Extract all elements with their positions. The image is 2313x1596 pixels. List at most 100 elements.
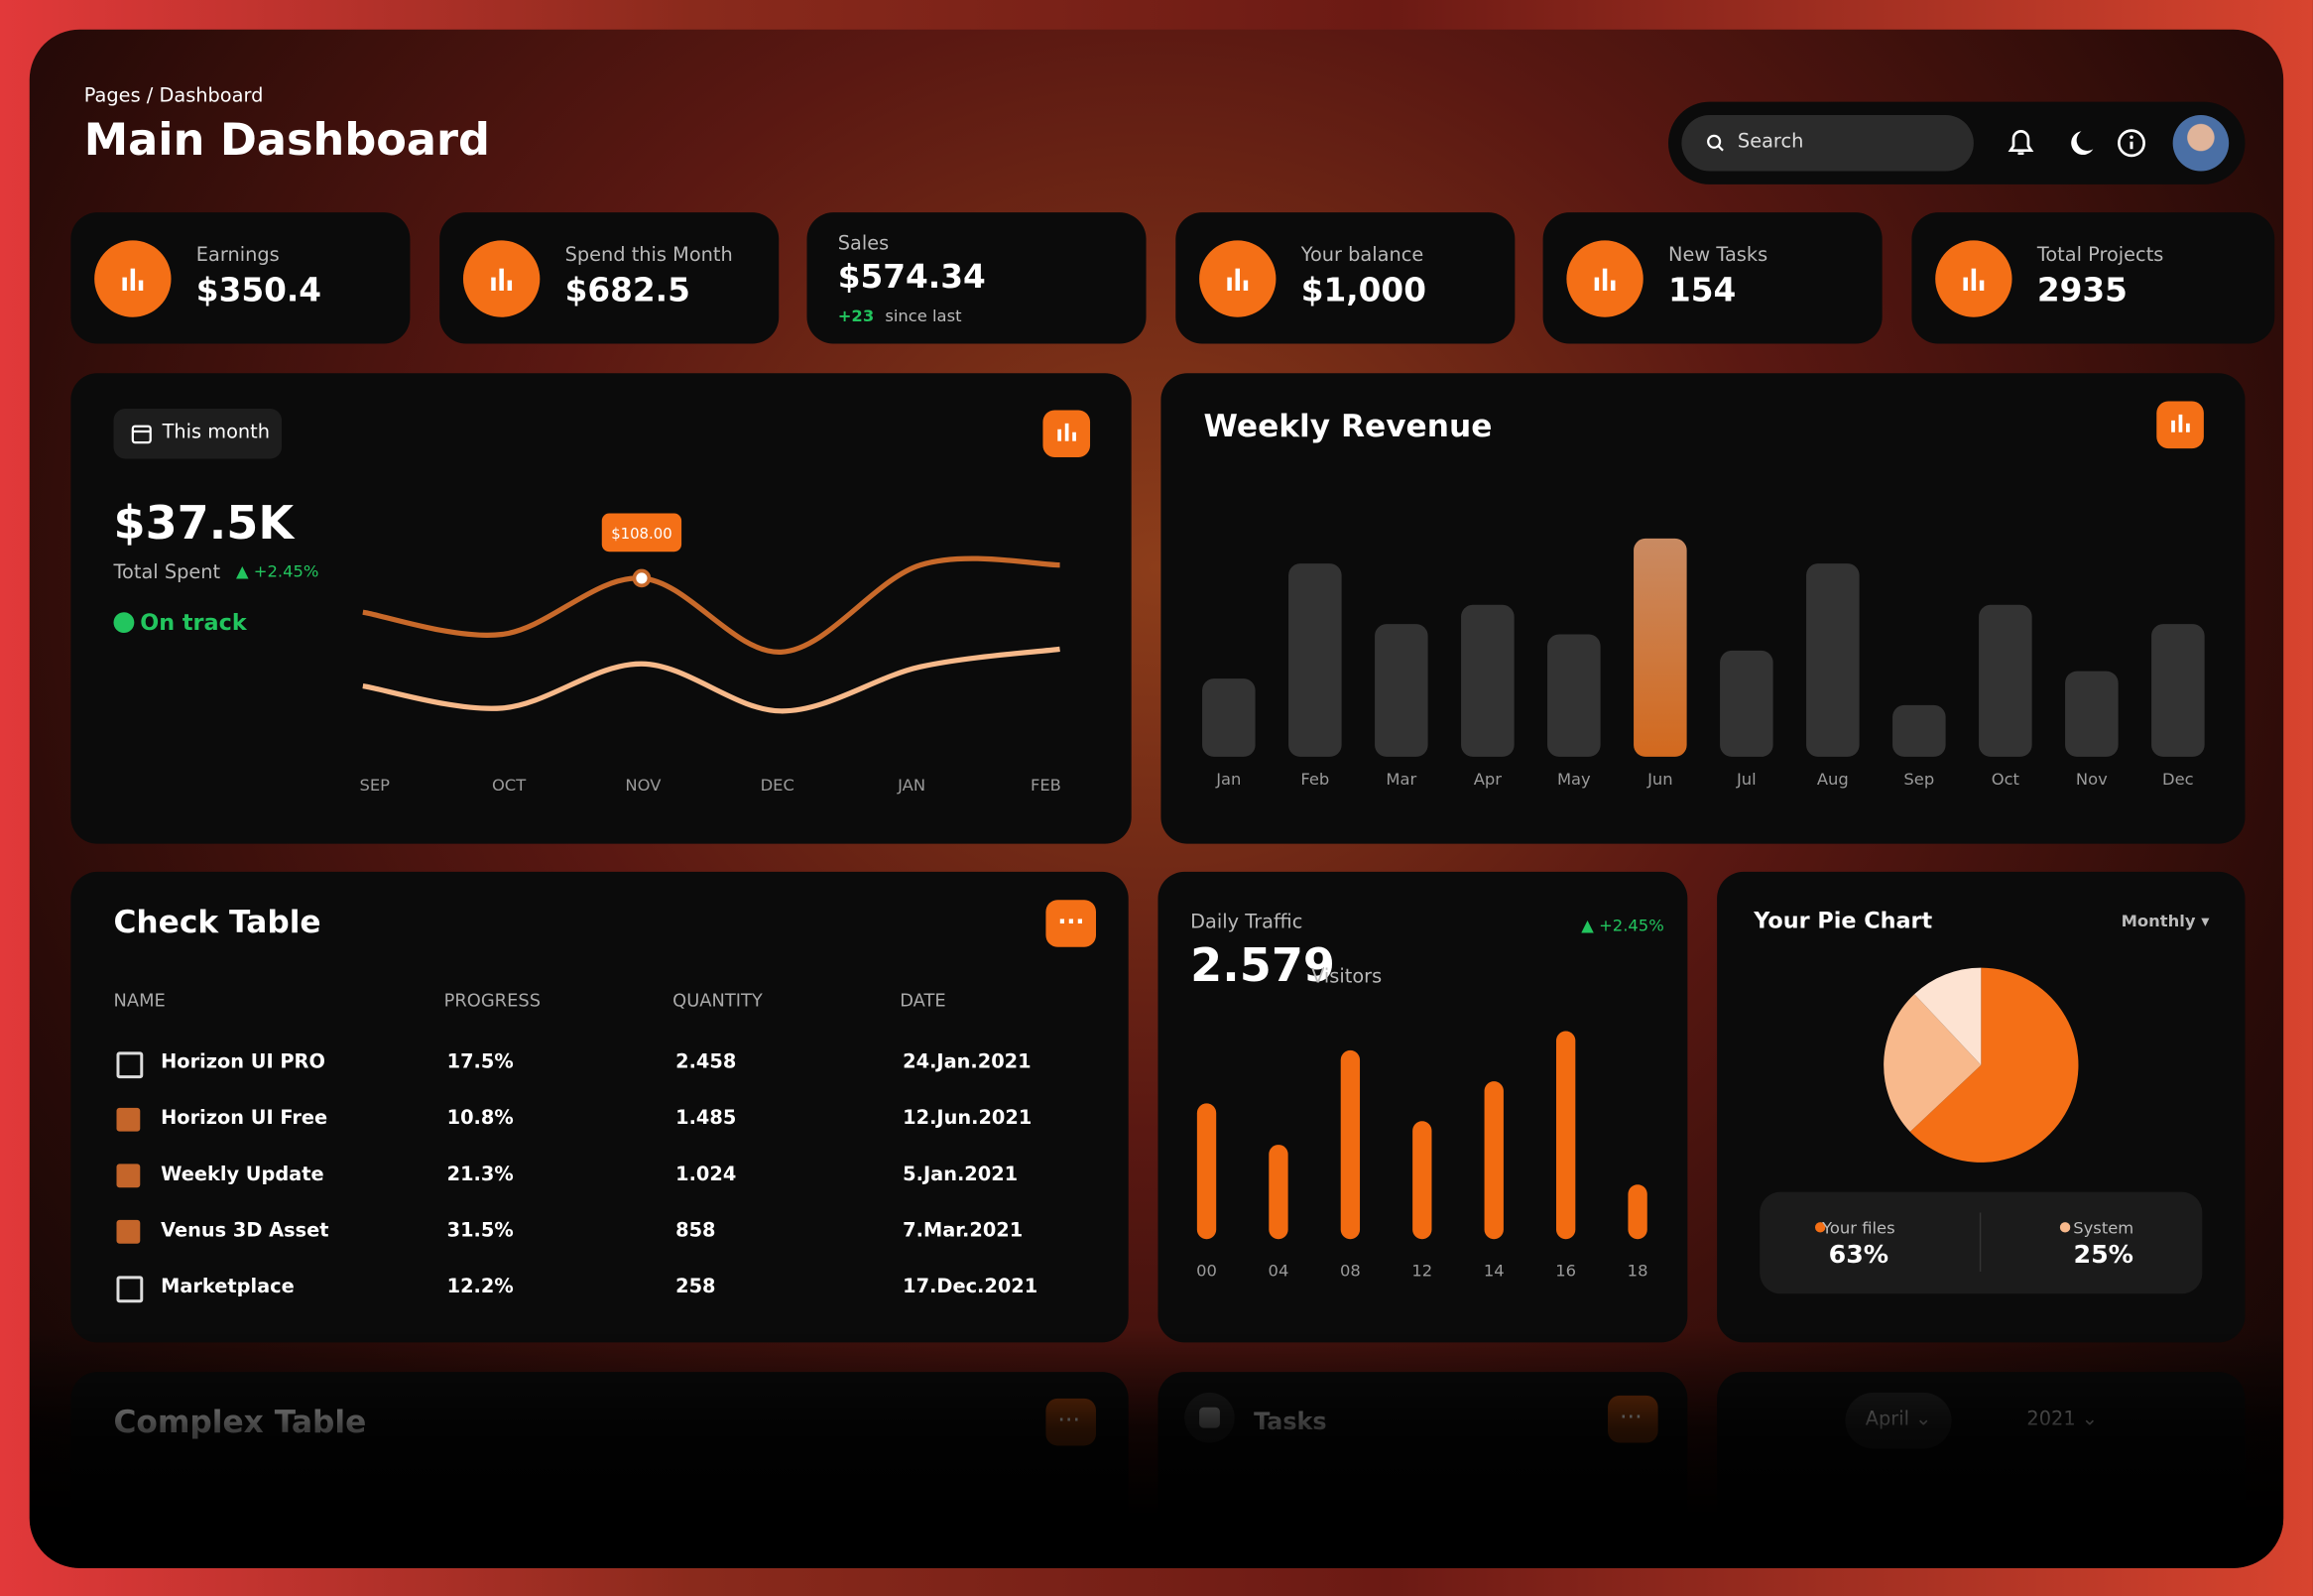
pie-slice bbox=[1914, 967, 1982, 1065]
check-table-card: Check Table ··· NAME PROGRESS QUANTITY DATE… bbox=[70, 871, 1129, 1343]
table-cell: 17.Dec.2021 bbox=[903, 1276, 1038, 1298]
divider bbox=[1979, 1212, 1982, 1272]
x-tick-label: 04 bbox=[1269, 1261, 1289, 1280]
month-select[interactable]: April ⌄ bbox=[1845, 1392, 1952, 1449]
bar bbox=[1202, 678, 1256, 757]
stat-icon bbox=[1566, 240, 1643, 317]
month: April bbox=[1865, 1409, 1909, 1431]
card-title: Daily Traffic bbox=[1190, 912, 1303, 934]
stat-label: Sales bbox=[837, 232, 890, 256]
bar bbox=[1628, 1184, 1647, 1240]
pie-slice bbox=[1909, 967, 2079, 1163]
card-title: Tasks bbox=[1254, 1407, 1327, 1436]
bar bbox=[1979, 604, 2032, 757]
table-cell: 12.2% bbox=[446, 1276, 514, 1298]
x-tick-label: Dec bbox=[2162, 770, 2194, 789]
x-tick-label: Feb bbox=[1300, 770, 1329, 789]
bar bbox=[1634, 538, 1687, 757]
x-tick-label: JAN bbox=[897, 776, 925, 795]
line bbox=[362, 646, 1060, 714]
breadcrumb[interactable]: Pages / Dashboard bbox=[83, 85, 264, 108]
x-tick-label: Aug bbox=[1817, 770, 1849, 789]
stat-value: $350.4 bbox=[195, 273, 322, 310]
stat-card: New Tasks 154 bbox=[1542, 212, 1883, 344]
change-value: +2.45% bbox=[253, 561, 319, 581]
x-tick-label: Jul bbox=[1736, 770, 1757, 789]
total-spent: $37.5K bbox=[113, 497, 295, 551]
x-tick-label: 18 bbox=[1628, 1261, 1648, 1280]
checkbox[interactable] bbox=[116, 1051, 144, 1079]
x-tick-label: 08 bbox=[1340, 1261, 1361, 1280]
status-icon bbox=[113, 612, 135, 634]
chart-button[interactable] bbox=[1042, 410, 1091, 458]
period-button[interactable]: This month bbox=[113, 408, 283, 459]
stat-icon bbox=[1935, 240, 2012, 317]
card-title: Complex Table bbox=[113, 1404, 367, 1440]
bar bbox=[1340, 1049, 1361, 1240]
x-tick-label: NOV bbox=[625, 776, 662, 795]
icon bbox=[1227, 268, 1249, 291]
period-select[interactable]: Monthly ▾ bbox=[2121, 912, 2210, 931]
dots: ··· bbox=[1057, 907, 1085, 935]
period: Monthly bbox=[2121, 912, 2196, 931]
line bbox=[362, 555, 1060, 655]
avatar[interactable] bbox=[2172, 115, 2230, 172]
icon bbox=[1963, 268, 1985, 291]
calendar-icon bbox=[131, 425, 152, 444]
chart-button[interactable] bbox=[2156, 401, 2204, 449]
weekly-revenue-card: Weekly Revenue Jan Feb Mar Apr May Jun Jul Aug S… bbox=[1160, 373, 2246, 844]
x-tick-label: Sep bbox=[1903, 770, 1934, 789]
change-value: +2.45% bbox=[1599, 916, 1664, 935]
stat-label: Spend this Month bbox=[564, 244, 733, 268]
stat-icon bbox=[1199, 240, 1277, 317]
table-cell: 858 bbox=[675, 1219, 716, 1243]
bar bbox=[1484, 1081, 1504, 1240]
checkbox[interactable] bbox=[116, 1164, 141, 1188]
x-tick-label: 12 bbox=[1411, 1261, 1432, 1280]
bar bbox=[1269, 1145, 1288, 1240]
point bbox=[632, 568, 652, 588]
search-box[interactable]: Search bbox=[1681, 115, 1974, 172]
bar-chart: Jan Feb Mar Apr May Jun Jul Aug Sep Oct Nov Dec bbox=[1202, 538, 2205, 789]
toolbar-icons[interactable] bbox=[2005, 127, 2167, 160]
checkbox[interactable] bbox=[116, 1107, 141, 1132]
bar bbox=[1461, 604, 1515, 757]
stat-change-text: since last bbox=[885, 307, 962, 326]
legend-dot bbox=[2059, 1222, 2071, 1233]
traffic-unit: Visitors bbox=[1311, 966, 1383, 989]
x-tick-label: OCT bbox=[492, 776, 527, 795]
bar bbox=[1892, 704, 1946, 757]
stat-value: 2935 bbox=[2036, 273, 2128, 310]
stat-icon bbox=[462, 240, 541, 317]
line-chart: SEP OCT NOV DEC JAN FEB $108.00 bbox=[359, 513, 1061, 795]
check-icon bbox=[1199, 1407, 1220, 1428]
checkbox[interactable] bbox=[116, 1219, 141, 1244]
table-cell: 10.8% bbox=[446, 1107, 514, 1131]
table-cell: 2.458 bbox=[675, 1051, 737, 1074]
table-cell: Weekly Update bbox=[161, 1164, 324, 1186]
menu-button[interactable]: ··· bbox=[1045, 1398, 1096, 1446]
legend-dot bbox=[1814, 1222, 1826, 1233]
menu-button[interactable]: ··· bbox=[1608, 1395, 1658, 1443]
spent-card: This month $37.5K Total Spent ▲ +2.45% O… bbox=[70, 373, 1132, 844]
tasks-card: Tasks ··· bbox=[1157, 1372, 1688, 1549]
checkbox[interactable] bbox=[116, 1276, 144, 1303]
column-header: DATE bbox=[900, 989, 946, 1011]
dashboard: Pages / Dashboard Main Dashboard Search … bbox=[29, 29, 2284, 1568]
table-cell: 258 bbox=[675, 1276, 716, 1298]
stat-icon bbox=[94, 240, 172, 317]
bar bbox=[1196, 1103, 1217, 1240]
year-select[interactable]: 2021 ⌄ bbox=[2026, 1409, 2098, 1431]
legend-label: Your files bbox=[1821, 1218, 1895, 1237]
stat-value: $682.5 bbox=[564, 273, 690, 310]
card-title: Check Table bbox=[113, 904, 321, 940]
table-cell: 17.5% bbox=[446, 1051, 514, 1074]
x-tick-label: FEB bbox=[1031, 776, 1061, 795]
menu-button[interactable]: ··· bbox=[1045, 900, 1096, 947]
x-tick-label: 14 bbox=[1484, 1261, 1505, 1280]
stat-value: 154 bbox=[1668, 273, 1737, 310]
table-cell: 7.Mar.2021 bbox=[903, 1219, 1024, 1243]
bar bbox=[1555, 1031, 1576, 1240]
bar bbox=[1547, 634, 1601, 757]
